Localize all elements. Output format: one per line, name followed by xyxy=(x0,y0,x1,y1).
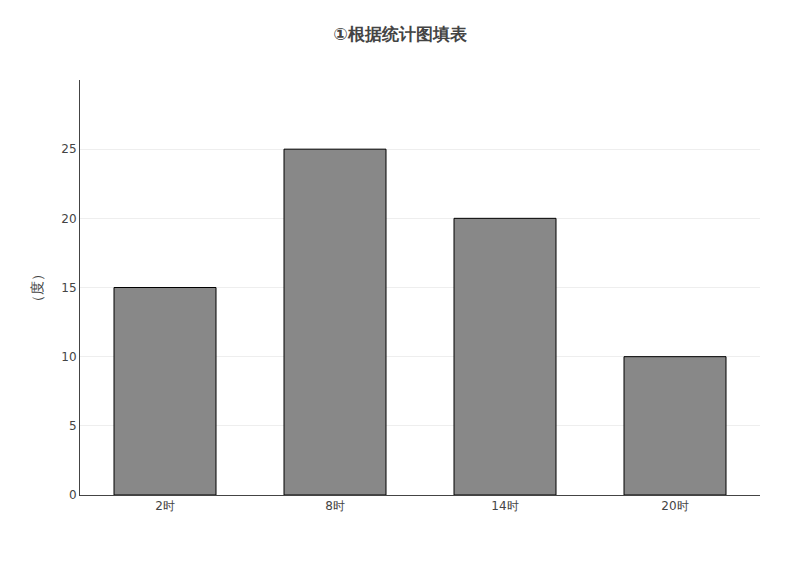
svg-text:20: 20 xyxy=(61,212,76,226)
svg-text:（度）: （度） xyxy=(29,267,45,309)
svg-text:5: 5 xyxy=(69,419,77,433)
svg-text:20时: 20时 xyxy=(661,499,688,513)
svg-text:14时: 14时 xyxy=(491,499,518,513)
svg-text:15: 15 xyxy=(61,281,76,295)
svg-text:25: 25 xyxy=(61,142,76,156)
svg-text:①根据统计图填表: ①根据统计图填表 xyxy=(333,24,467,44)
svg-text:2时: 2时 xyxy=(155,499,175,513)
svg-text:10: 10 xyxy=(61,350,76,364)
svg-text:8时: 8时 xyxy=(325,499,345,513)
svg-text:0: 0 xyxy=(69,488,77,502)
